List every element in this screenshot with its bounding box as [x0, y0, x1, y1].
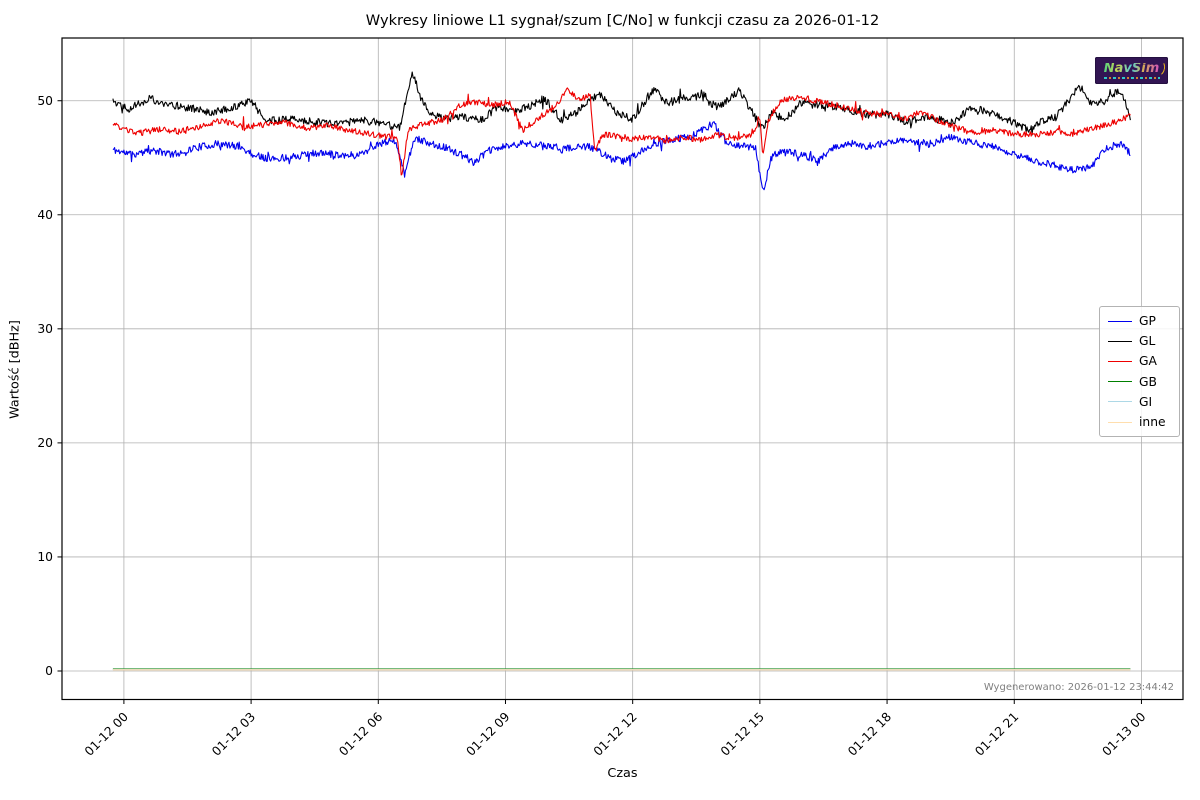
- legend-item-inne: inne: [1100, 412, 1179, 432]
- y-tick-label-2: 20: [37, 436, 53, 450]
- y-tick-label-1: 10: [37, 550, 53, 564]
- legend-item-GL: GL: [1100, 331, 1179, 351]
- legend-label-GL: GL: [1139, 334, 1156, 349]
- y-tick-label-5: 50: [37, 94, 53, 108]
- y-axis-label: Wartość [dBHz]: [7, 320, 23, 419]
- legend-label-GI: GI: [1139, 394, 1153, 409]
- series-line-GL: [112, 71, 1131, 136]
- x-tick-label-4: 01-12 12: [591, 710, 640, 759]
- legend: GP GL GA GB GI inne: [1099, 306, 1180, 438]
- plot-lines: [112, 71, 1131, 671]
- legend-swatch-GP: [1108, 320, 1132, 322]
- x-tick-label-3: 01-12 09: [464, 710, 513, 759]
- navsim-watermark-logo: NavSim: [1095, 57, 1168, 84]
- x-axis-label: Czas: [607, 766, 638, 781]
- legend-label-GA: GA: [1139, 354, 1157, 369]
- watermark-brand-text: NavSim: [1103, 60, 1160, 76]
- legend-swatch-inne: [1108, 421, 1132, 423]
- tick-labels: 01-12 00 01-12 03 01-12 06 01-12 09 01-12 12…: [37, 94, 1148, 759]
- x-tick-label-6: 01-12 18: [845, 710, 894, 759]
- legend-label-inne: inne: [1139, 414, 1166, 429]
- x-tick-label-1: 01-12 03: [209, 710, 258, 759]
- legend-label-GP: GP: [1139, 313, 1156, 328]
- legend-item-GI: GI: [1100, 392, 1179, 412]
- axes-border: [61, 37, 1184, 701]
- series-line-GP: [112, 121, 1131, 191]
- legend-swatch-GL: [1108, 340, 1132, 342]
- generated-timestamp: Wygenerowano: 2026-01-12 23:44:42: [983, 682, 1174, 693]
- x-tick-label-8: 01-13 00: [1100, 710, 1149, 759]
- tick-marks: [57, 100, 1142, 704]
- legend-swatch-GI: [1108, 401, 1132, 403]
- series-line-GA: [112, 87, 1131, 176]
- legend-swatch-GA: [1108, 360, 1132, 362]
- legend-item-GP: GP: [1100, 311, 1179, 331]
- x-tick-label-5: 01-12 15: [718, 710, 767, 759]
- legend-swatch-GB: [1108, 381, 1132, 383]
- chart-title: Wykresy liniowe L1 sygnał/szum [C/No] w …: [365, 12, 880, 29]
- x-tick-label-2: 01-12 06: [336, 710, 385, 759]
- y-tick-label-0: 0: [45, 664, 53, 678]
- y-tick-label-4: 40: [37, 208, 53, 222]
- legend-item-GA: GA: [1100, 351, 1179, 371]
- y-tick-label-3: 30: [37, 322, 53, 336]
- legend-label-GB: GB: [1139, 374, 1157, 389]
- legend-item-GB: GB: [1100, 372, 1179, 392]
- watermark-subline-decoration: [1103, 76, 1160, 79]
- x-tick-label-0: 01-12 00: [82, 710, 131, 759]
- grid-lines: [62, 38, 1183, 700]
- x-tick-label-7: 01-12 21: [972, 710, 1021, 759]
